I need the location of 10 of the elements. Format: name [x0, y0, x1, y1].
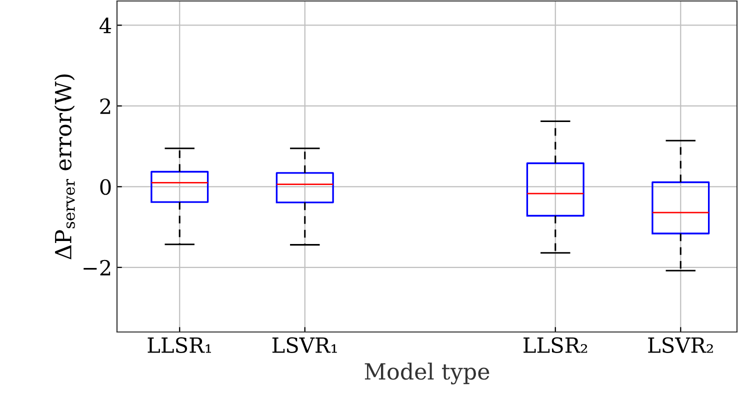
x-tick-label: LSVR₁ [272, 337, 337, 353]
y-tick-label: −2 [84, 260, 110, 276]
x-tick-label: LSVR₂ [648, 337, 713, 353]
x-tick-label: LLSR₂ [524, 337, 588, 353]
y-tick-label: 0 [100, 179, 111, 195]
y-tick-label: 4 [100, 18, 112, 34]
x-tick-label: LLSR₁ [148, 337, 211, 353]
x-axis-title: Model type [364, 362, 490, 384]
y-tick-label: 2 [100, 98, 110, 114]
y-axis-title: ΔP$_{server}$ error(W) [54, 74, 75, 260]
